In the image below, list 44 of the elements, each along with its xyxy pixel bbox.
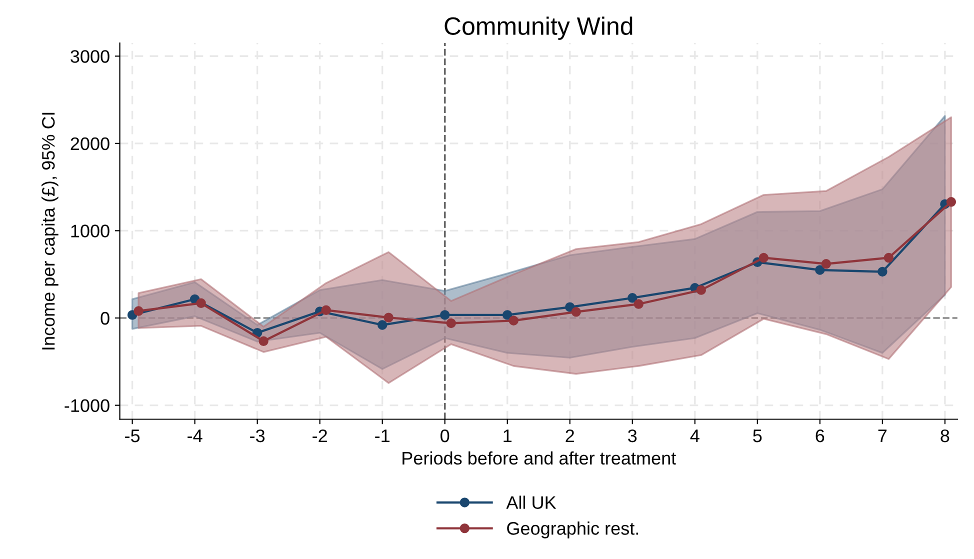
y-tick-label: -1000 <box>64 399 110 412</box>
legend-label: All UK <box>506 496 556 509</box>
point <box>446 318 456 328</box>
point <box>321 305 331 316</box>
x-tick-label: -5 <box>125 430 140 442</box>
point <box>821 259 832 269</box>
x-tick-label: 1 <box>504 430 512 442</box>
x-axis-title: Periods before and after treatment <box>402 451 676 465</box>
point <box>134 306 144 316</box>
point <box>196 298 206 308</box>
point <box>502 310 512 320</box>
point <box>878 266 888 277</box>
x-tick-label: -3 <box>250 429 265 442</box>
chart-title: Community Wind <box>444 16 632 40</box>
point <box>815 265 825 275</box>
point <box>384 312 394 322</box>
point <box>508 316 518 326</box>
x-tick-label: 2 <box>566 429 574 442</box>
point <box>758 252 769 263</box>
x-tick-label: 8 <box>940 429 950 442</box>
point <box>258 336 268 346</box>
y-tick-label: 2000 <box>70 137 110 150</box>
y-tick-label: 3000 <box>70 50 110 63</box>
x-tick-label: 0 <box>440 429 450 442</box>
x-tick-label: 4 <box>690 430 700 442</box>
point <box>628 293 638 303</box>
y-tick-label: 0 <box>100 312 110 325</box>
x-tick-label: 6 <box>816 429 824 442</box>
x-tick-label: 7 <box>878 430 887 442</box>
point <box>884 252 894 263</box>
y-axis-title: Income per capita (£), 95% CI <box>42 112 58 350</box>
point <box>946 197 956 207</box>
point <box>571 307 581 317</box>
legend-label: Geographic rest. <box>507 522 638 538</box>
x-tick-label: -4 <box>188 430 202 442</box>
point <box>634 299 644 309</box>
y-tick-label: 1000 <box>71 224 110 238</box>
x-tick-label: 5 <box>753 430 762 442</box>
point <box>377 320 388 330</box>
point <box>440 310 450 320</box>
x-tick-label: -2 <box>312 429 327 442</box>
x-tick-label: 3 <box>628 429 637 442</box>
x-tick-label: -1 <box>375 430 390 442</box>
point <box>696 285 706 295</box>
